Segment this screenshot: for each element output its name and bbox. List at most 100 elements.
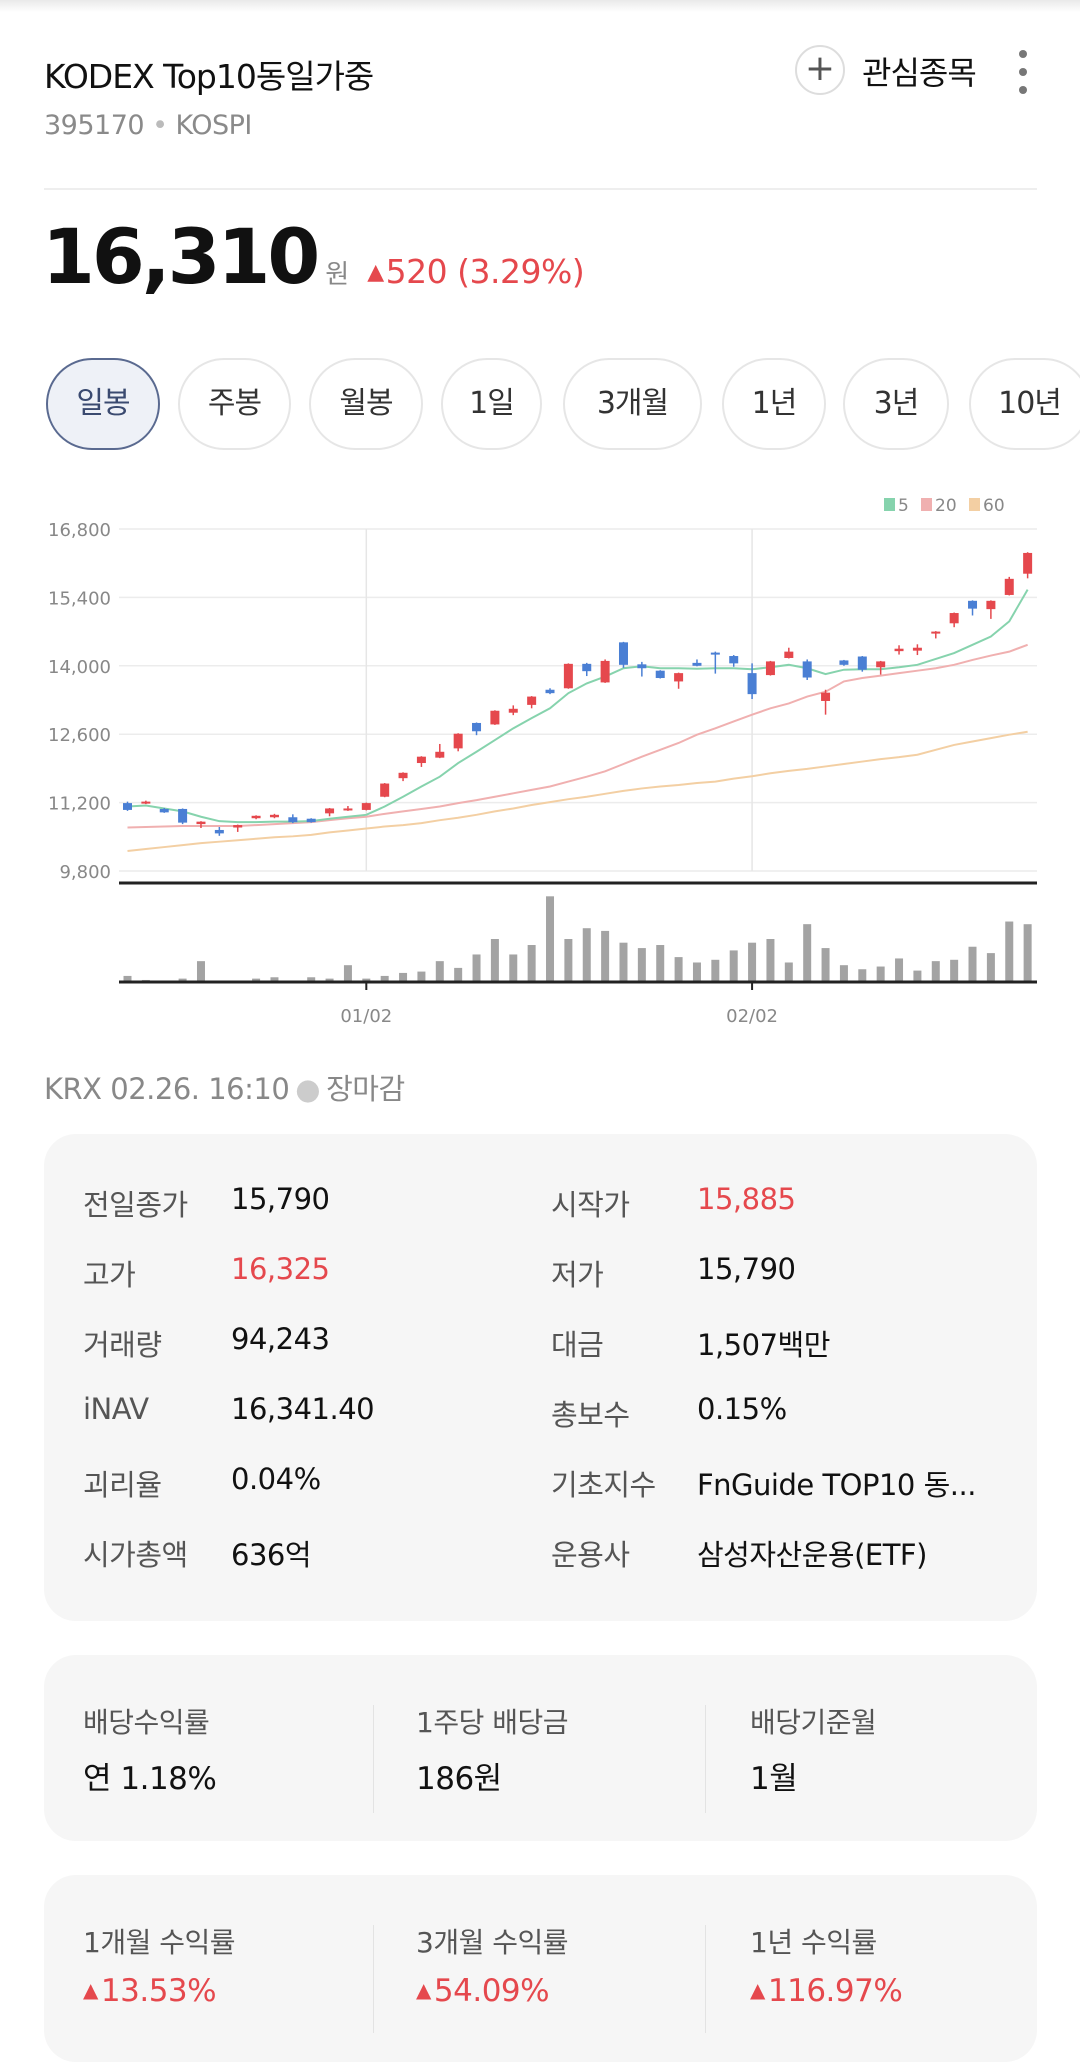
ma20-line <box>127 643 1028 829</box>
stock-code: 395170 <box>44 110 145 141</box>
candle-body <box>655 670 665 679</box>
candle-body <box>968 600 978 609</box>
stat-label: 거래량 <box>83 1328 162 1362</box>
market-state: 장마감 <box>326 1072 405 1106</box>
candle <box>839 659 849 666</box>
dividend-value: 1월 <box>750 1753 798 1798</box>
candle-body <box>214 829 224 834</box>
volume-bar <box>362 978 371 982</box>
status-dot: ● <box>295 1072 321 1106</box>
candle <box>123 801 132 811</box>
candle-body <box>692 662 702 666</box>
candle <box>416 756 426 767</box>
candle-body <box>674 673 684 682</box>
volume-bar <box>307 977 316 982</box>
legend-label: 20 <box>935 496 957 516</box>
market-status: KRX 02.26. 16:10 ● 장마감 <box>44 1066 405 1108</box>
legend-swatch <box>884 498 895 511</box>
candle <box>747 663 757 700</box>
tab-7[interactable]: 10년 <box>969 358 1080 450</box>
stat-label: 고가 <box>83 1258 136 1292</box>
volume-bar <box>1005 921 1014 982</box>
candle <box>398 772 408 782</box>
candle-body <box>251 815 261 819</box>
stat-value: 16,341.40 <box>231 1392 375 1426</box>
candle-body <box>949 613 959 624</box>
volume-bar <box>601 930 610 982</box>
returns-value: ▲54.09% <box>416 1973 550 2009</box>
candle-body <box>380 783 390 797</box>
candle-body <box>600 660 610 683</box>
y-tick-label: 12,600 <box>48 725 111 746</box>
candle <box>968 600 978 616</box>
add-watchlist-button[interactable]: 관심종목 <box>862 54 977 92</box>
dividend-value-text: 1월 <box>750 1761 798 1797</box>
volume-bar <box>454 967 463 982</box>
returns-label: 1개월 수익률 <box>83 1926 236 1959</box>
volume-bar <box>986 953 995 982</box>
stats-card: 전일종가 15,790 시작가 15,885 고가 16,325 저가 15,790 거래량 94… <box>44 1134 1037 1621</box>
tab-4[interactable]: 3개월 <box>563 358 702 450</box>
candle <box>857 656 867 672</box>
price-change: ▲520 (3.29%) <box>367 252 585 291</box>
candle <box>600 659 610 683</box>
candle <box>821 689 831 715</box>
volume-bar <box>582 928 591 982</box>
candle-body <box>912 647 922 651</box>
candle-body <box>361 803 371 810</box>
y-tick-label: 15,400 <box>48 588 111 609</box>
candle-body <box>802 661 812 678</box>
add-watchlist-plus-icon[interactable]: + <box>795 45 845 95</box>
column-divider <box>373 1705 374 1813</box>
candle <box>894 645 904 655</box>
volume-bar <box>803 924 812 982</box>
x-tick-label: 01/02 <box>340 1006 392 1027</box>
candle-body <box>729 656 739 664</box>
volume-bar <box>325 978 334 982</box>
candle-body <box>398 772 408 779</box>
candle <box>912 644 922 656</box>
more-kebab-icon[interactable] <box>1010 50 1036 94</box>
candle <box>527 696 537 709</box>
candle-body <box>821 692 831 701</box>
candle <box>178 808 188 825</box>
change-amount: 520 <box>385 252 448 291</box>
candlestick-chart[interactable]: 16,800 15,400 14,000 12,600 11,200 9,800 01/02… <box>0 490 1080 1050</box>
stat-label: iNAV <box>83 1392 149 1426</box>
volume-bar <box>123 975 132 982</box>
candle <box>655 670 665 679</box>
market-name: KOSPI <box>175 110 253 141</box>
ma5-line <box>127 589 1029 824</box>
x-tick-label: 02/02 <box>726 1006 778 1027</box>
candle-body <box>710 652 720 655</box>
tab-6[interactable]: 3년 <box>843 358 949 450</box>
returns-value-text: 13.53% <box>100 1973 217 2009</box>
volume-bar <box>546 896 555 982</box>
divider <box>44 188 1037 190</box>
change-percent: (3.29%) <box>457 252 585 291</box>
candle <box>563 663 573 689</box>
candle-body <box>747 673 757 695</box>
candle <box>343 806 353 811</box>
tab-3[interactable]: 1일 <box>441 358 542 450</box>
dividend-value: 연 1.18% <box>83 1753 217 1798</box>
volume-bar <box>380 975 389 982</box>
candle-body <box>876 661 886 668</box>
tab-1[interactable]: 주봉 <box>178 358 291 450</box>
volume-bar <box>472 954 481 982</box>
candle-body <box>1004 578 1014 595</box>
candle <box>637 661 647 677</box>
volume-bar <box>784 962 793 982</box>
tab-0[interactable]: 일봉 <box>46 358 160 450</box>
tab-5[interactable]: 1년 <box>722 358 826 450</box>
volume-bar <box>417 971 426 982</box>
tab-2[interactable]: 월봉 <box>309 358 423 450</box>
returns-label: 3개월 수익률 <box>416 1926 569 1959</box>
candle-body <box>582 663 592 672</box>
candle <box>435 743 445 759</box>
stat-label: 시가총액 <box>83 1538 188 1572</box>
stat-value: 15,885 <box>697 1182 796 1216</box>
candle-body <box>123 803 132 810</box>
candle <box>214 827 224 836</box>
candle <box>784 647 794 659</box>
